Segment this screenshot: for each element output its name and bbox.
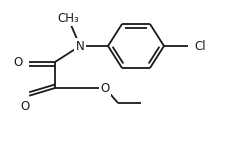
Text: O: O <box>100 81 110 94</box>
Text: N: N <box>76 39 84 52</box>
Text: Cl: Cl <box>194 39 206 52</box>
Text: CH₃: CH₃ <box>57 12 79 24</box>
Text: O: O <box>14 56 23 69</box>
Text: O: O <box>20 100 30 113</box>
